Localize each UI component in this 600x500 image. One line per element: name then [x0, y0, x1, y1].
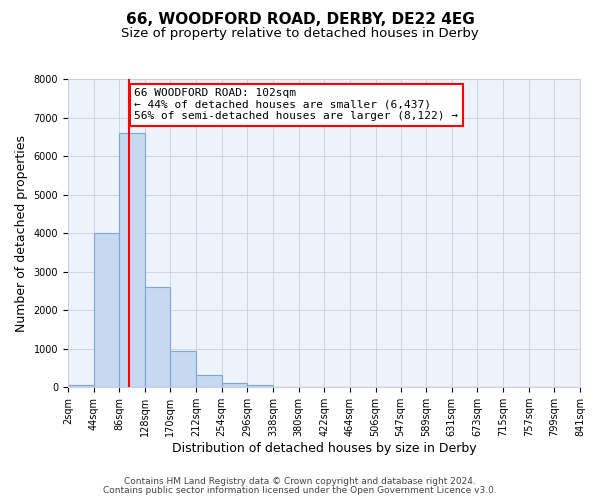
Bar: [119, 133, 145, 387]
Text: 66 WOODFORD ROAD: 102sqm
← 44% of detached houses are smaller (6,437)
56% of sem: 66 WOODFORD ROAD: 102sqm ← 44% of detach…: [134, 88, 458, 122]
Y-axis label: Number of detached properties: Number of detached properties: [15, 134, 28, 332]
Text: Size of property relative to detached houses in Derby: Size of property relative to detached ho…: [121, 28, 479, 40]
Bar: [68, 385, 94, 387]
Text: Contains HM Land Registry data © Crown copyright and database right 2024.: Contains HM Land Registry data © Crown c…: [124, 477, 476, 486]
Bar: [94, 233, 119, 387]
Bar: [145, 287, 170, 387]
X-axis label: Distribution of detached houses by size in Derby: Distribution of detached houses by size …: [172, 442, 476, 455]
Text: 66, WOODFORD ROAD, DERBY, DE22 4EG: 66, WOODFORD ROAD, DERBY, DE22 4EG: [125, 12, 475, 28]
Bar: [196, 375, 222, 387]
Bar: [170, 350, 196, 387]
Bar: [222, 382, 247, 387]
Text: Contains public sector information licensed under the Open Government Licence v3: Contains public sector information licen…: [103, 486, 497, 495]
Bar: [247, 386, 273, 387]
